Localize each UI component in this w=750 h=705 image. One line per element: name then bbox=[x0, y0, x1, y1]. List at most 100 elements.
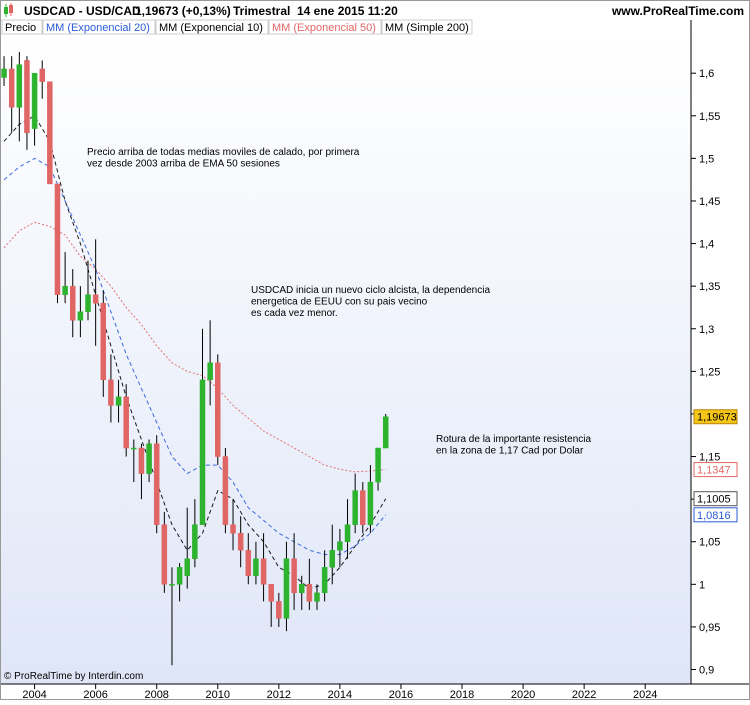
legend-item-label: MM (Exponencial 10) bbox=[159, 22, 263, 34]
candle-up bbox=[192, 524, 198, 560]
candle-down bbox=[39, 68, 45, 82]
candle-down bbox=[276, 601, 282, 619]
candle-up bbox=[16, 64, 23, 108]
candle-down bbox=[291, 558, 297, 594]
y-tick-label: 1,35 bbox=[699, 281, 720, 293]
price-tag-box bbox=[693, 507, 738, 523]
legend-item-box bbox=[1, 19, 43, 35]
price-tag-label: 1,1347 bbox=[697, 465, 731, 477]
candle-down bbox=[215, 362, 221, 457]
x-tick-label: 2016 bbox=[389, 689, 413, 700]
annotations: Precio arriba de todas medias moviles de… bbox=[87, 147, 592, 457]
candle-up bbox=[375, 447, 381, 483]
candle-down bbox=[222, 456, 229, 525]
candle-down bbox=[47, 81, 53, 185]
header-datetime: 14 ene 2015 11:20 bbox=[297, 4, 398, 18]
candle-up bbox=[184, 558, 190, 577]
x-tick-label: 2004 bbox=[22, 689, 46, 700]
candle-up bbox=[352, 490, 358, 525]
annotation-line: Precio arriba de todas medias moviles de… bbox=[87, 147, 360, 158]
candle-up bbox=[321, 567, 328, 594]
y-tick-label: 1,45 bbox=[699, 196, 720, 208]
candle-down bbox=[69, 285, 76, 321]
y-tick-label: 1,25 bbox=[699, 366, 720, 378]
legend-item-box bbox=[155, 19, 269, 35]
candle-up bbox=[382, 416, 389, 449]
candle-icon bbox=[4, 3, 13, 17]
x-ticks: 2004 2006 2008 2010 2012 2014 2016 2018 2020 2022… bbox=[22, 684, 657, 701]
y-tick-label: 1,15 bbox=[699, 452, 720, 464]
ma-series-line bbox=[3, 221, 386, 473]
annotation-line: Rotura de la importante resistencia bbox=[436, 434, 592, 445]
price-tag-label: 1,1005 bbox=[697, 494, 731, 506]
candle-up bbox=[115, 396, 122, 406]
header-symbol: USDCAD - USD/CAD bbox=[24, 4, 141, 18]
candle-down bbox=[260, 558, 267, 585]
y-tick-label: 0,95 bbox=[699, 622, 720, 634]
candle-up bbox=[314, 592, 320, 602]
y-tick-label: 1 bbox=[699, 579, 705, 591]
annotation-line: USDCAD inicia un nuevo ciclo alcista, la… bbox=[251, 285, 490, 296]
price-tag-box bbox=[693, 462, 738, 478]
candle-up bbox=[367, 481, 374, 525]
header-site[interactable]: www.ProRealTime.com bbox=[611, 4, 744, 18]
y-tick-label: 1,3 bbox=[699, 324, 714, 336]
x-tick-label: 2008 bbox=[144, 689, 168, 700]
candle-down bbox=[360, 490, 366, 525]
candle-down bbox=[123, 396, 129, 449]
candle-up bbox=[207, 362, 213, 381]
x-tick-label: 2014 bbox=[328, 689, 352, 700]
x-tick-label: 2024 bbox=[633, 689, 657, 700]
candle-up bbox=[146, 443, 152, 474]
legend-item-box bbox=[42, 19, 156, 35]
candle-up bbox=[283, 558, 290, 619]
candle-down bbox=[230, 524, 236, 534]
header-quote: 1,19673 (+0,13%) bbox=[135, 4, 231, 18]
y-tick-label: 1,4 bbox=[699, 239, 714, 251]
candle-up bbox=[298, 584, 305, 594]
candle-up bbox=[85, 294, 91, 312]
x-tick-label: 2022 bbox=[572, 689, 596, 700]
candle-down bbox=[153, 443, 160, 525]
price-tag-box bbox=[693, 491, 738, 507]
candle-up bbox=[77, 311, 84, 321]
annotation-line: es cada vez menor. bbox=[251, 308, 338, 319]
x-tick-label: 2010 bbox=[206, 689, 230, 700]
header-period: Trimestral bbox=[233, 4, 290, 18]
x-tick-label: 2018 bbox=[450, 689, 474, 700]
legend-item-label: MM (Simple 200) bbox=[385, 22, 469, 34]
candle-up bbox=[199, 379, 206, 525]
candle-up bbox=[169, 584, 175, 586]
candles bbox=[1, 51, 389, 666]
ma-series-line bbox=[3, 157, 387, 555]
y-axis-area bbox=[691, 20, 750, 684]
plot-background bbox=[1, 34, 691, 684]
y-tick-label: 1,5 bbox=[699, 153, 714, 165]
candle-up bbox=[253, 558, 259, 577]
candle-up bbox=[344, 524, 351, 542]
candle-down bbox=[245, 550, 252, 577]
candle-down bbox=[54, 183, 61, 295]
candle-up bbox=[176, 567, 183, 585]
candle-down bbox=[100, 302, 107, 381]
candle-up bbox=[337, 541, 343, 551]
legend-item-box bbox=[268, 19, 382, 35]
legend: Precio MM (Exponencial 20) MM (Exponencial… bbox=[1, 19, 473, 35]
annotation-line: vez desde 2003 arriba de EMA 50 sesiones bbox=[87, 159, 280, 170]
candle-down bbox=[138, 447, 145, 474]
y-tick-label: 1,55 bbox=[699, 111, 720, 123]
footer-copyright: © ProRealTime by Interdin.com bbox=[4, 671, 143, 682]
candle-down bbox=[92, 294, 99, 304]
annotation-line: energetica de EEUU con su pais vecino bbox=[251, 297, 428, 308]
legend-item-label: Precio bbox=[5, 22, 36, 34]
candle-up bbox=[62, 285, 68, 295]
y-tick-label: 1,05 bbox=[699, 537, 720, 549]
candle-down bbox=[237, 532, 244, 551]
annotation-line: en la zona de 1,17 Cad por Dolar bbox=[436, 446, 584, 457]
y-tick-label: 1,6 bbox=[699, 68, 714, 80]
candle-down bbox=[8, 68, 15, 108]
candle-down bbox=[161, 524, 168, 585]
price-tag-box bbox=[693, 409, 738, 425]
x-tick-label: 2012 bbox=[267, 689, 291, 700]
